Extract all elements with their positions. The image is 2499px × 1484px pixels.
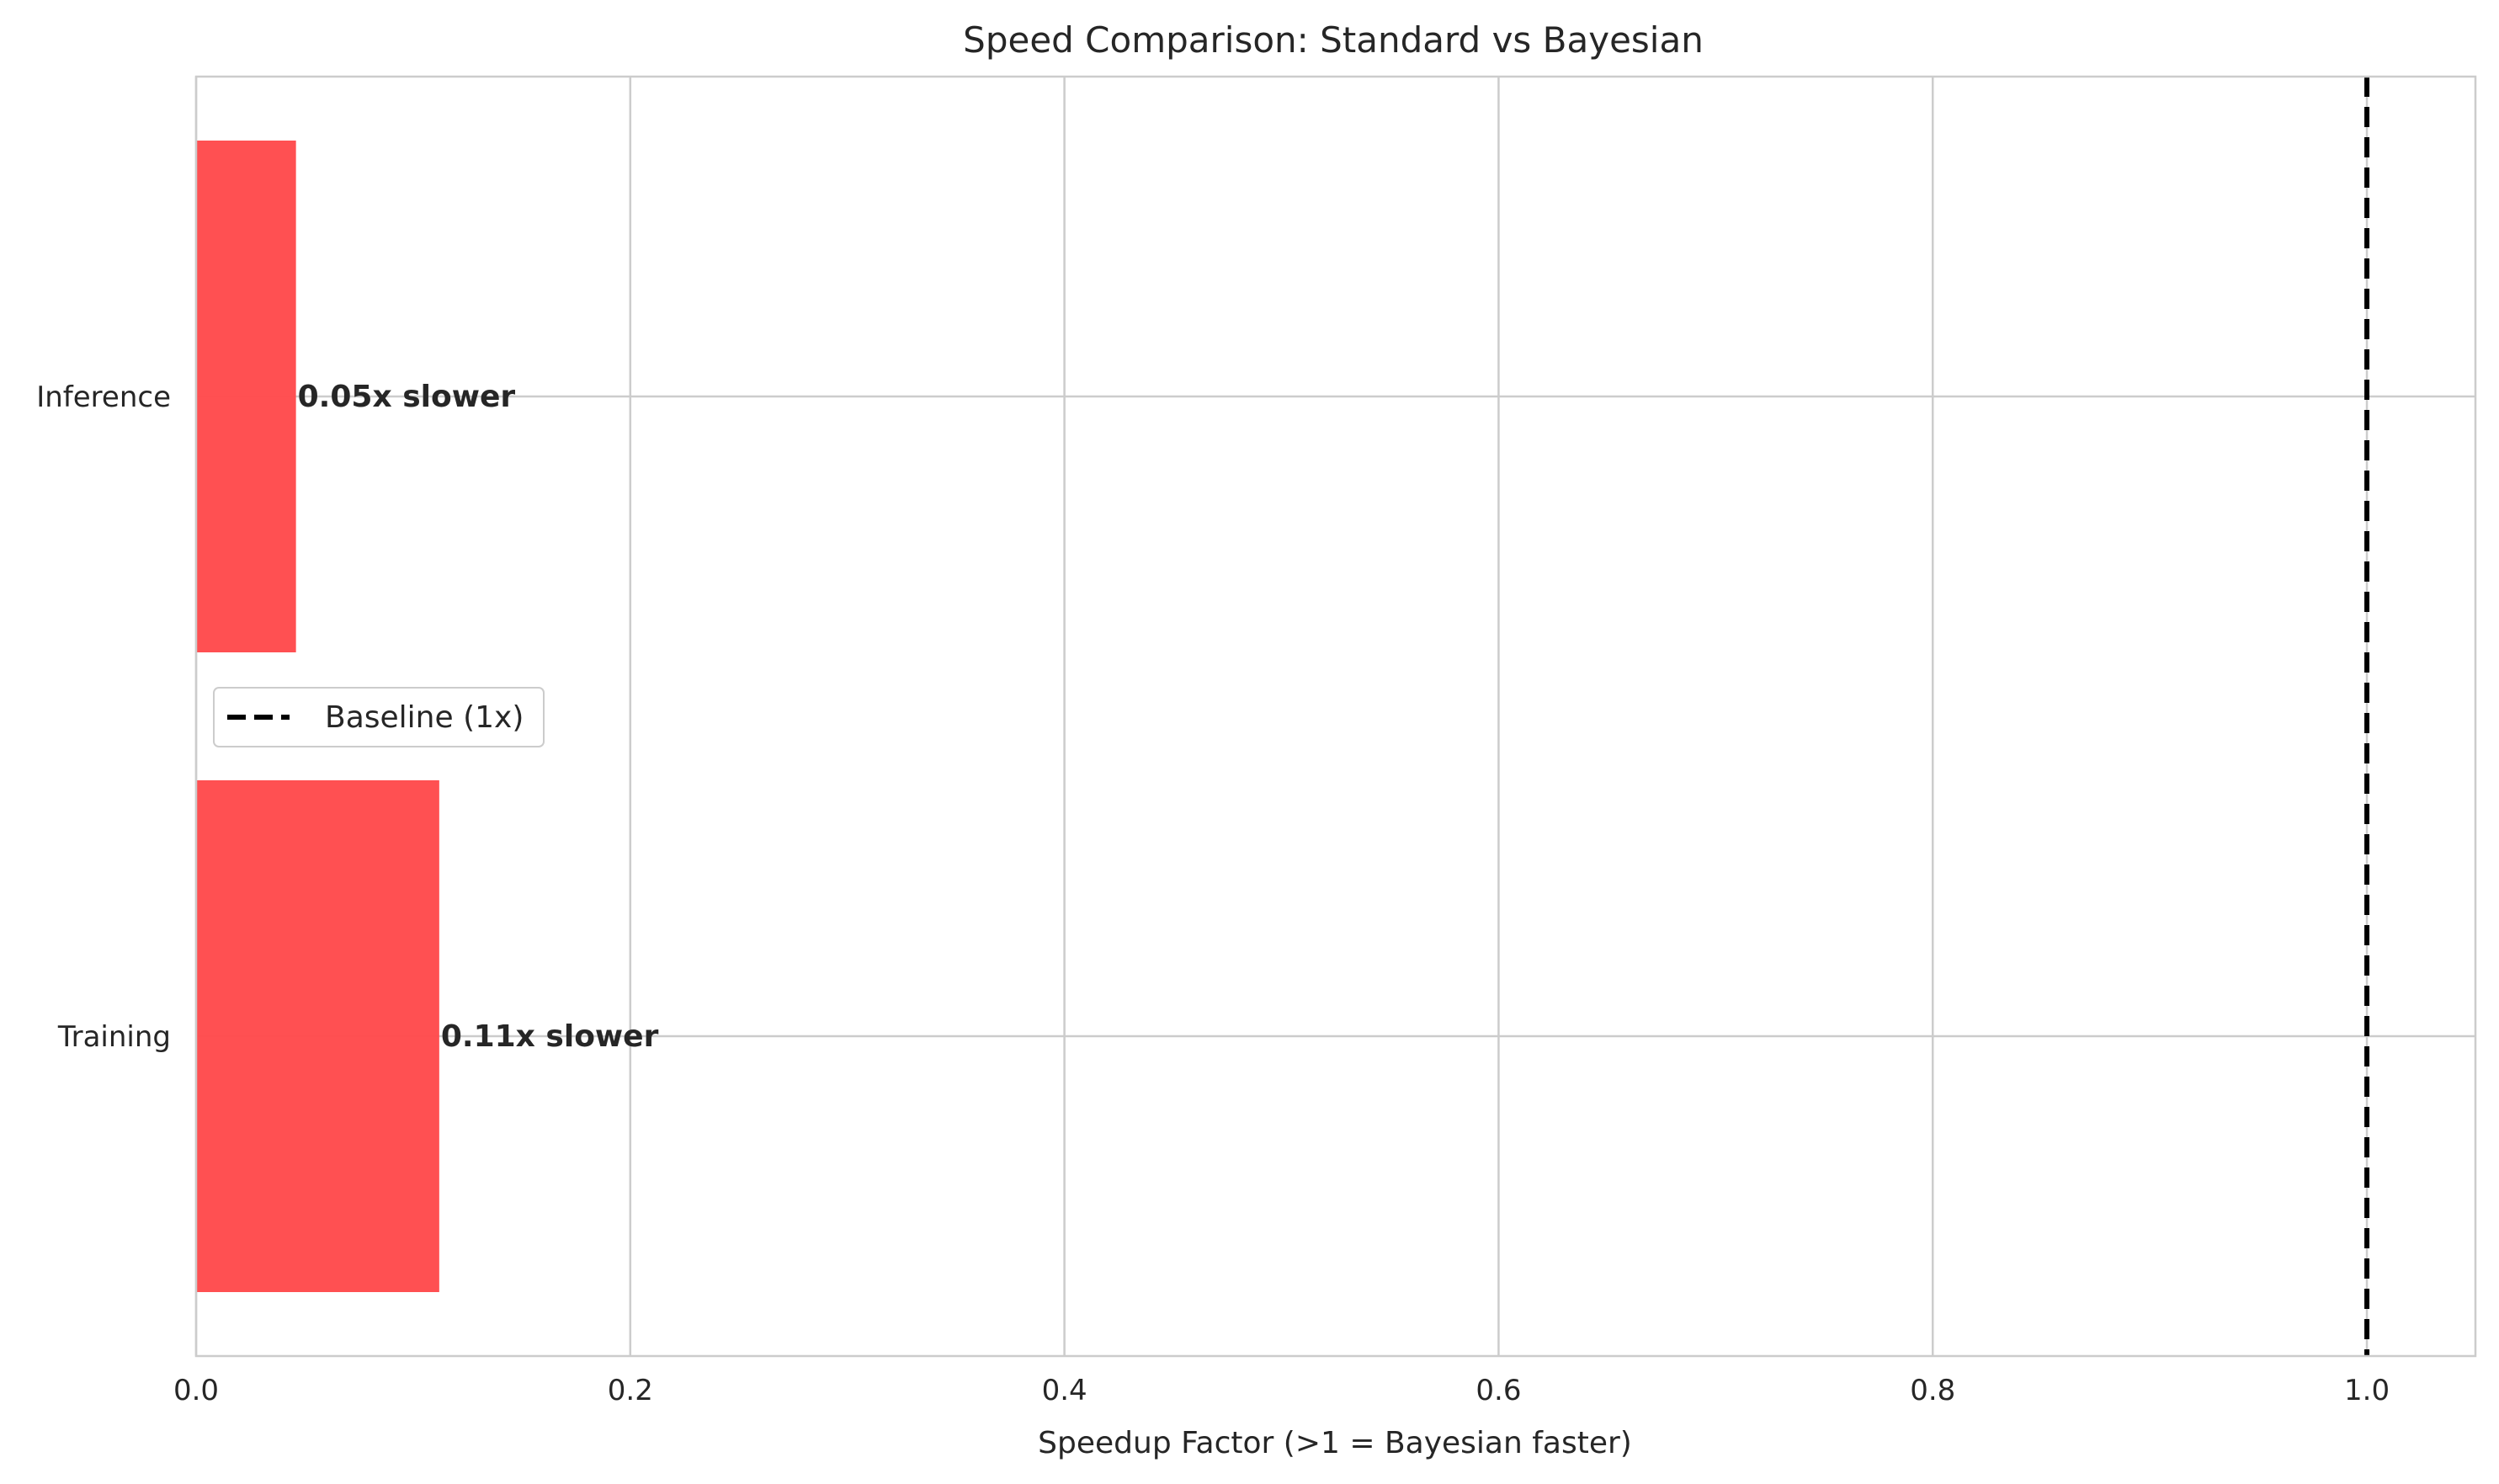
chart-title: Speed Comparison: Standard vs Bayesian	[963, 19, 1704, 61]
x-tick-label: 0.8	[1910, 1374, 1955, 1407]
y-tick-label: Training	[57, 1020, 171, 1054]
bar-value-label: 0.05x slower	[298, 380, 516, 414]
y-tick-labels: Training Inference	[36, 380, 171, 1054]
x-tick-label: 0.2	[608, 1374, 653, 1407]
legend-label-baseline: Baseline (1x)	[325, 700, 524, 735]
plot-area	[196, 77, 2475, 1356]
y-tick-label: Inference	[36, 380, 171, 414]
x-tick-label: 0.4	[1042, 1374, 1087, 1407]
legend: Baseline (1x)	[213, 687, 545, 747]
bar-value-label: 0.11x slower	[441, 1019, 659, 1054]
x-tick-label: 0.6	[1475, 1374, 1521, 1407]
x-tick-label: 0.0	[173, 1374, 219, 1407]
bar-value-labels: 0.11x slower 0.05x slower	[298, 380, 659, 1054]
x-tick-label: 1.0	[2344, 1374, 2390, 1407]
x-tick-labels: 0.0 0.2 0.4 0.6 0.8 1.0	[173, 1374, 2390, 1407]
bar-inference	[196, 141, 296, 652]
legend-box	[213, 687, 545, 747]
plot-frame	[194, 75, 2477, 1358]
x-axis-label: Speedup Factor (>1 = Bayesian faster)	[1038, 1426, 1632, 1460]
bar-training	[196, 780, 439, 1292]
bars	[196, 141, 439, 1292]
